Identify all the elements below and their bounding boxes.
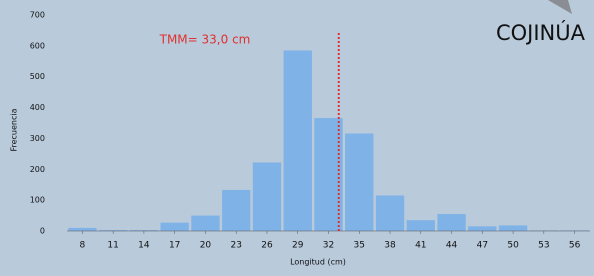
bar xyxy=(468,226,496,231)
x-tick-label: 38 xyxy=(384,241,396,251)
x-tick-label: 17 xyxy=(169,241,180,251)
bar xyxy=(222,190,250,231)
x-tick-label: 50 xyxy=(507,241,519,251)
x-tick-label: 14 xyxy=(138,241,150,251)
y-tick-label: 100 xyxy=(30,196,45,205)
chart: COJINÚA Longitud (cm) Frecuencia 0 100 200… xyxy=(0,0,594,276)
bar xyxy=(253,162,281,231)
x-tick-label: 32 xyxy=(323,241,334,251)
x-axis-label: Longitud (cm) xyxy=(290,258,346,267)
x-tick-label: 29 xyxy=(292,241,304,251)
y-tick-label: 400 xyxy=(30,103,45,112)
bar xyxy=(345,133,373,231)
bar xyxy=(161,223,189,231)
y-tick-label: 300 xyxy=(30,134,45,143)
bar xyxy=(407,220,435,231)
x-tick-label: 41 xyxy=(415,241,426,251)
x-tick-label: 23 xyxy=(230,241,241,251)
y-tick-label: 0 xyxy=(40,227,45,236)
x-tick-label: 26 xyxy=(261,241,273,251)
x-tick-label: 47 xyxy=(477,241,488,251)
x-tick-label: 20 xyxy=(200,241,212,251)
bar xyxy=(437,214,465,231)
reference-label: TMM= 33,0 cm xyxy=(159,33,251,47)
x-tick-label: 53 xyxy=(538,241,549,251)
bar xyxy=(68,228,96,231)
y-tick-label: 500 xyxy=(30,72,45,81)
y-tick-label: 200 xyxy=(30,165,45,174)
chart-title: COJINÚA xyxy=(496,20,586,45)
bar xyxy=(191,216,219,231)
bar xyxy=(499,225,527,231)
y-tick-label: 700 xyxy=(30,11,45,20)
y-axis-label: Frecuencia xyxy=(10,108,19,151)
x-tick-label: 44 xyxy=(446,241,458,251)
y-tick-label: 600 xyxy=(30,41,45,50)
bar xyxy=(284,50,312,231)
x-tick-label: 56 xyxy=(569,241,581,251)
bar xyxy=(376,196,404,231)
x-tick-label: 35 xyxy=(354,241,365,251)
x-tick-label: 11 xyxy=(107,241,118,251)
x-tick-label: 8 xyxy=(80,241,86,251)
